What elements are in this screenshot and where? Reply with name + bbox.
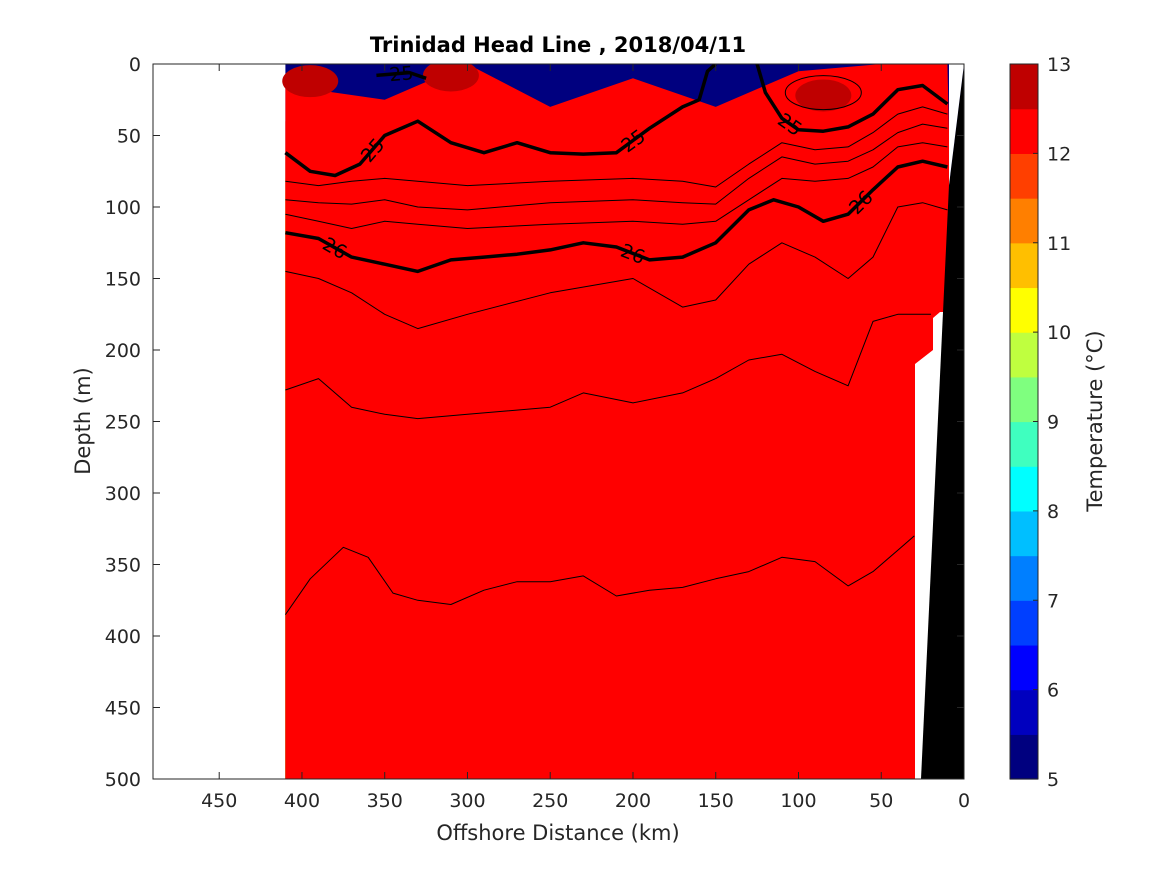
x-tick-label: 450 <box>201 790 237 812</box>
x-tick-label: 50 <box>869 790 893 812</box>
colorbar-segment <box>1010 64 1038 110</box>
y-tick-label: 100 <box>105 197 141 219</box>
colorbar <box>1010 64 1038 780</box>
temperature-band <box>422 64 479 92</box>
colorbar-segment <box>1010 287 1038 333</box>
colorbar-segment <box>1010 600 1038 646</box>
isotherm-thin-contours <box>284 75 948 615</box>
density-contour-line <box>284 64 717 178</box>
contour-label-text: 25 <box>388 62 414 86</box>
colorbar-segment <box>1010 734 1038 780</box>
temperature-bands <box>282 64 964 779</box>
thin-contour-line <box>285 313 931 420</box>
x-tick-label: 100 <box>780 790 816 812</box>
y-tick-label: 150 <box>105 269 141 291</box>
colorbar-segment <box>1010 108 1038 154</box>
y-axis-label: Depth (m) <box>71 367 95 474</box>
contour-label: 25 <box>388 62 414 86</box>
x-tick-label: 350 <box>367 790 403 812</box>
colorbar-segment <box>1010 466 1038 512</box>
density-contour-line <box>285 159 948 274</box>
x-tick-label: 300 <box>449 790 485 812</box>
colorbar-segment <box>1010 421 1038 467</box>
temperature-band <box>285 64 964 779</box>
thin-contour-line <box>784 75 862 111</box>
x-tick-label: 150 <box>698 790 734 812</box>
seafloor-bathymetry <box>921 64 964 779</box>
y-tick-label: 300 <box>105 483 141 505</box>
colorbar-tick-label: 10 <box>1047 322 1071 344</box>
y-tick-label: 400 <box>105 626 141 648</box>
colorbar-tick-label: 7 <box>1047 590 1059 612</box>
colorbar-ticks: 5 6 7 8 9 10 11 12 13 <box>1033 54 1071 791</box>
y-tick-label: 350 <box>105 555 141 577</box>
temperature-band <box>282 65 339 98</box>
coast-white <box>949 64 964 185</box>
colorbar-segment <box>1010 376 1038 423</box>
chart-title: Trinidad Head Line , 2018/04/11 <box>370 33 746 57</box>
colorbar-tick-label: 9 <box>1047 412 1059 434</box>
thin-contour-line <box>284 535 915 615</box>
thin-contour-line <box>285 142 948 229</box>
colorbar-segment <box>1010 198 1038 244</box>
density-contour-line <box>755 64 949 133</box>
colorbar-tick-label: 11 <box>1047 233 1071 255</box>
colorbar-segment <box>1010 555 1038 601</box>
y-axis-ticks: 0 50 100 150 200 250 300 350 400 450 500 <box>105 54 964 791</box>
thin-contour-line <box>285 123 948 211</box>
y-tick-label: 250 <box>105 412 141 434</box>
thin-contour-line <box>285 106 948 188</box>
density-contours <box>284 64 949 274</box>
colorbar-label: Temperature (°C) <box>1083 330 1107 512</box>
y-tick-label: 0 <box>129 54 141 76</box>
colorbar-tick-label: 13 <box>1047 54 1071 76</box>
y-tick-label: 450 <box>105 698 141 720</box>
colorbar-tick-label: 5 <box>1047 769 1059 791</box>
y-tick-label: 500 <box>105 769 141 791</box>
y-tick-label: 50 <box>117 126 141 148</box>
plot-area <box>153 64 964 779</box>
temperature-band <box>795 79 852 112</box>
x-tick-label: 400 <box>284 790 320 812</box>
colorbar-segment <box>1010 242 1038 289</box>
colorbar-segment <box>1010 332 1038 378</box>
density-contour-line <box>376 70 427 80</box>
colorbar-tick-label: 6 <box>1047 680 1059 702</box>
colorbar-segment <box>1010 153 1038 199</box>
x-tick-label: 200 <box>615 790 651 812</box>
x-tick-label: 0 <box>958 790 970 812</box>
y-tick-label: 200 <box>105 340 141 362</box>
colorbar-tick-label: 8 <box>1047 501 1059 523</box>
colorbar-tick-label: 12 <box>1047 143 1071 165</box>
colorbar-segment <box>1010 510 1038 557</box>
colorbar-segment <box>1010 644 1038 691</box>
x-tick-label: 250 <box>532 790 568 812</box>
x-axis-ticks: 450 400 350 300 250 200 150 100 50 0 <box>201 64 970 812</box>
colorbar-segment <box>1010 689 1038 735</box>
thin-contour-line <box>285 202 948 330</box>
x-axis-label: Offshore Distance (km) <box>436 821 679 845</box>
